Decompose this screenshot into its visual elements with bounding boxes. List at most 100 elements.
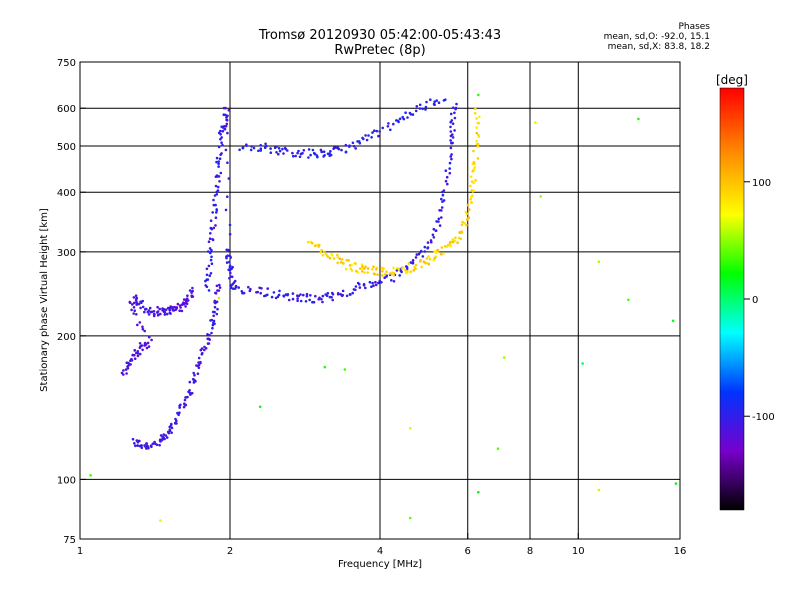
data-point [392, 273, 395, 277]
data-point [315, 154, 319, 157]
data-point [131, 437, 135, 441]
data-point [334, 146, 337, 149]
data-point [207, 289, 211, 292]
data-point [476, 121, 480, 125]
data-point [411, 113, 415, 116]
data-point [442, 199, 446, 202]
data-point [215, 300, 219, 304]
data-point [372, 265, 375, 269]
data-point [469, 184, 472, 188]
data-point [323, 154, 326, 157]
data-point [227, 108, 231, 112]
data-point [307, 156, 310, 159]
data-point [421, 107, 425, 111]
data-point [371, 131, 374, 134]
data-point [291, 297, 295, 301]
title-line-2: RwPretec (8p) [334, 43, 426, 58]
data-point [375, 129, 379, 133]
data-point [143, 310, 146, 314]
data-point [340, 294, 344, 298]
data-point [270, 295, 274, 299]
data-point [259, 147, 263, 150]
data-point [398, 117, 402, 121]
data-point [200, 347, 204, 350]
data-point [336, 292, 340, 295]
data-point [296, 299, 299, 303]
data-point [475, 131, 479, 135]
x-tick-label: 1 [77, 546, 83, 557]
data-point [461, 220, 464, 224]
data-point [147, 309, 151, 312]
colorbar-tick-label: 0 [752, 295, 758, 306]
data-point [276, 295, 280, 299]
data-point [207, 240, 211, 243]
data-point [438, 224, 442, 227]
data-point [323, 365, 327, 369]
data-point [237, 286, 240, 289]
data-point [131, 303, 134, 306]
data-point [214, 175, 218, 178]
data-point [226, 254, 229, 257]
data-point [496, 447, 500, 451]
data-point [206, 250, 210, 253]
data-point [336, 261, 340, 265]
data-point [136, 444, 139, 447]
data-point [229, 271, 232, 275]
data-point [449, 244, 453, 248]
data-point [242, 291, 246, 295]
data-point [188, 289, 192, 292]
data-point [140, 301, 143, 305]
data-point [162, 308, 166, 311]
data-point [132, 306, 136, 309]
data-point [344, 267, 348, 271]
data-point [354, 262, 357, 265]
data-point [402, 266, 405, 270]
chart-title: Tromsø 20120930 05:42:00-05:43:43 RwPret… [240, 28, 520, 58]
data-point [302, 149, 306, 152]
data-point [204, 284, 207, 287]
data-point [380, 266, 383, 270]
data-point [472, 189, 476, 192]
data-point [432, 227, 436, 231]
data-point [162, 436, 165, 440]
data-point [356, 271, 360, 274]
data-point [226, 131, 229, 135]
data-point [150, 310, 154, 314]
data-point [465, 223, 468, 227]
data-point [438, 209, 441, 212]
data-point [319, 148, 323, 152]
data-point [385, 270, 388, 274]
data-point [453, 111, 456, 115]
data-point [381, 274, 384, 277]
data-point [406, 116, 409, 119]
data-point [184, 403, 188, 407]
data-point [435, 99, 439, 102]
data-point [351, 141, 355, 145]
data-point [219, 171, 223, 175]
data-point [332, 257, 336, 260]
data-point [383, 276, 387, 280]
data-point [414, 109, 418, 113]
data-point [163, 313, 167, 316]
data-point [314, 294, 317, 298]
data-point [291, 151, 294, 155]
data-point [354, 285, 358, 288]
data-point [209, 258, 213, 262]
x-tick-label: 10 [572, 546, 585, 557]
data-point [597, 488, 601, 492]
data-point [440, 197, 443, 201]
data-point [218, 180, 221, 183]
data-point [218, 286, 222, 289]
data-point [194, 380, 197, 383]
data-point [260, 287, 263, 290]
data-point [159, 519, 162, 522]
data-point [415, 105, 419, 108]
data-point [382, 267, 385, 270]
data-point [206, 337, 209, 341]
data-point [228, 232, 232, 236]
data-point [433, 100, 436, 103]
data-point [232, 287, 235, 291]
data-point [473, 111, 477, 115]
data-point [374, 280, 377, 284]
